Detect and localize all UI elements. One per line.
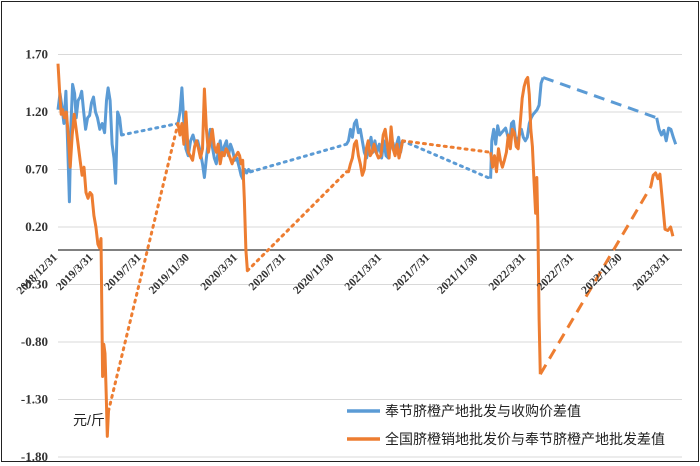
y-tick-label: 0.20 — [25, 219, 48, 234]
series-2-dotted-segment — [245, 170, 348, 273]
x-tick-label: 2023/3/31 — [631, 251, 673, 293]
y-tick-label: -1.80 — [21, 449, 48, 461]
series-1-solid-segment — [56, 82, 123, 204]
series-1-dashed-segment — [542, 76, 658, 120]
unit-label: 元/斤 — [73, 412, 105, 428]
x-tick-label: 2021/11/30 — [435, 251, 480, 296]
y-tick-label: -0.80 — [21, 334, 48, 349]
y-tick-label: 1.70 — [25, 47, 48, 62]
line-chart: 1.70 1.20 0.70 0.20 -0.30 -0.80 -1.30 -1.80 201… — [15, 47, 682, 465]
series-2-solid-segment — [176, 87, 249, 271]
x-tick-label: 2022/3/31 — [487, 251, 529, 293]
series-1-solid-segment — [176, 86, 252, 181]
x-tick-label: 2019/11/30 — [147, 251, 192, 296]
y-tick-labels: 1.70 1.20 0.70 0.20 -0.30 -0.80 -1.30 -1.80 — [21, 47, 48, 465]
series-2-solid-segment — [56, 63, 110, 438]
y-gridlines — [58, 54, 682, 458]
legend-label-series-2: 全国脐橙销地批发价与奉节脐橙产地批发差值 — [385, 431, 665, 447]
series-layer — [56, 63, 678, 438]
series-2-dotted-segment — [401, 139, 493, 154]
y-tick-label: -1.30 — [21, 392, 48, 407]
y-tick-label: 0.70 — [25, 162, 48, 177]
series-1-dotted-segment — [249, 142, 348, 174]
series-1-dotted-segment — [120, 122, 180, 137]
x-tick-label: 2021/7/31 — [391, 251, 433, 293]
legend-label-series-1: 奉节脐橙产地批发与收购价差值 — [385, 403, 581, 419]
series-2-solid-segment — [489, 76, 542, 375]
y-tick-label: -0.30 — [21, 277, 48, 292]
series-2-dotted-segment — [107, 122, 180, 413]
x-tick-label: 2022/11/30 — [579, 251, 624, 296]
y-tick-label: 1.20 — [25, 104, 48, 119]
series-2-dashed-segment — [539, 186, 653, 375]
series-2-solid-segment — [346, 125, 405, 177]
x-tick-label: 2020/11/30 — [291, 251, 336, 296]
series-1-solid-segment — [655, 117, 678, 145]
series-1-dotted-segment — [401, 139, 493, 181]
series-2-solid-segment — [649, 171, 675, 237]
x-tick-label: 2019/3/31 — [54, 251, 96, 293]
x-tick-label: 2020/3/31 — [199, 251, 241, 293]
legend: 奉节脐橙产地批发与收购价差值 全国脐橙销地批发价与奉节脐橙产地批发差值 — [347, 403, 665, 447]
x-tick-label: 2020/7/31 — [247, 251, 289, 293]
x-tick-label: 2021/3/31 — [343, 251, 385, 293]
x-tick-label: 2022/7/31 — [535, 251, 577, 293]
